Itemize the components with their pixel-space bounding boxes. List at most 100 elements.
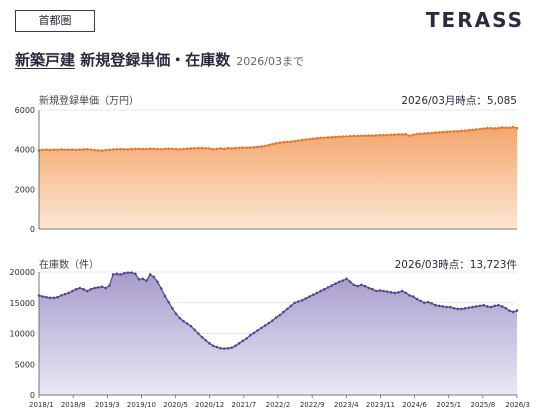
stock-point [156, 280, 159, 284]
stock-point [289, 304, 293, 308]
price-point [115, 147, 119, 151]
price-point [300, 138, 304, 142]
stock-xtick-label: 2020/5 [163, 401, 188, 409]
stock-point [197, 332, 200, 335]
stock-point [278, 313, 282, 317]
price-point [367, 134, 371, 137]
stock-point [137, 278, 141, 281]
stock-point [285, 307, 289, 311]
stock-point [337, 280, 341, 284]
stock-point [423, 301, 426, 305]
price-point [360, 134, 363, 138]
period-note: 2026/03まで [236, 55, 304, 68]
stock-point [400, 289, 404, 293]
price-point [137, 147, 141, 151]
stock-xtick-label: 2022/2 [266, 401, 291, 409]
price-area [39, 127, 517, 229]
price-point [311, 137, 315, 141]
stock-point [200, 335, 204, 339]
stock-point [334, 282, 337, 285]
price-point [82, 148, 85, 151]
price-point [508, 126, 511, 130]
price-point [337, 135, 341, 139]
price-point [371, 134, 374, 137]
stock-line [38, 272, 518, 350]
price-point [52, 148, 56, 151]
stock-point [382, 289, 385, 293]
price-point [96, 149, 100, 152]
stock-point [100, 285, 104, 289]
stock-point [145, 279, 148, 282]
price-point [237, 146, 241, 150]
stock-xtick-label: 2018/8 [61, 401, 86, 409]
stock-point [397, 291, 400, 294]
price-point [215, 147, 219, 151]
stock-point [341, 279, 345, 282]
price-point [41, 148, 45, 152]
price-point [434, 131, 437, 134]
price-point [178, 147, 182, 151]
stock-point [315, 291, 319, 295]
price-point [263, 144, 267, 148]
stock-point [171, 306, 174, 310]
stock-point [326, 286, 330, 289]
stock-point [234, 344, 237, 348]
price-point [456, 129, 460, 133]
price-point [152, 147, 156, 151]
stock-point [415, 297, 419, 301]
price-point [267, 143, 271, 147]
price-point [404, 132, 408, 136]
stock-point [260, 326, 263, 330]
price-point [352, 134, 356, 138]
price-point [248, 146, 252, 149]
stock-point [96, 286, 100, 289]
stock-point [463, 306, 467, 310]
stock-point [185, 322, 189, 325]
stock-point [104, 286, 107, 290]
stock-point [500, 305, 504, 308]
stock-point [85, 289, 89, 293]
price-point [356, 134, 359, 138]
price-point [348, 134, 352, 138]
stock-point [56, 295, 59, 299]
stock-point [319, 289, 322, 293]
price-point [104, 148, 107, 152]
price-point [408, 134, 411, 138]
price-annotation: 2026/03月時点：5,085 [401, 95, 517, 107]
stock-point [134, 272, 137, 276]
price-point [219, 146, 222, 150]
price-point [126, 148, 130, 151]
stock-point [482, 303, 485, 307]
stock-point [445, 305, 448, 309]
stock-point [437, 304, 441, 308]
stock-point [367, 286, 371, 290]
price-point [111, 148, 115, 151]
stock-point [360, 283, 363, 287]
stock-area [39, 272, 517, 395]
price-point [471, 128, 474, 132]
stock-point [323, 287, 326, 291]
price-point [515, 126, 519, 130]
price-point [319, 136, 322, 140]
stock-point [515, 309, 519, 312]
title-rest: 新規登録単価・在庫数 [75, 51, 231, 69]
stock-point [374, 289, 378, 293]
stock-xtick-label: 2019/3 [95, 401, 120, 409]
stock-point [45, 295, 48, 299]
stock-xtick-label: 2026/3 [505, 401, 530, 409]
stock-point [215, 345, 219, 349]
price-point [159, 147, 163, 151]
stock-point [219, 346, 222, 350]
stock-point [363, 284, 367, 288]
stock-point [304, 297, 308, 300]
stock-point [456, 307, 460, 311]
stock-point [271, 319, 274, 322]
price-point [189, 147, 193, 150]
stock-point [141, 277, 145, 281]
price-point [193, 146, 196, 150]
price-point [45, 148, 48, 151]
stock-xtick-label: 2018/1 [29, 401, 54, 409]
stock-point [93, 286, 96, 290]
price-point [511, 125, 515, 129]
price-point [226, 146, 230, 150]
